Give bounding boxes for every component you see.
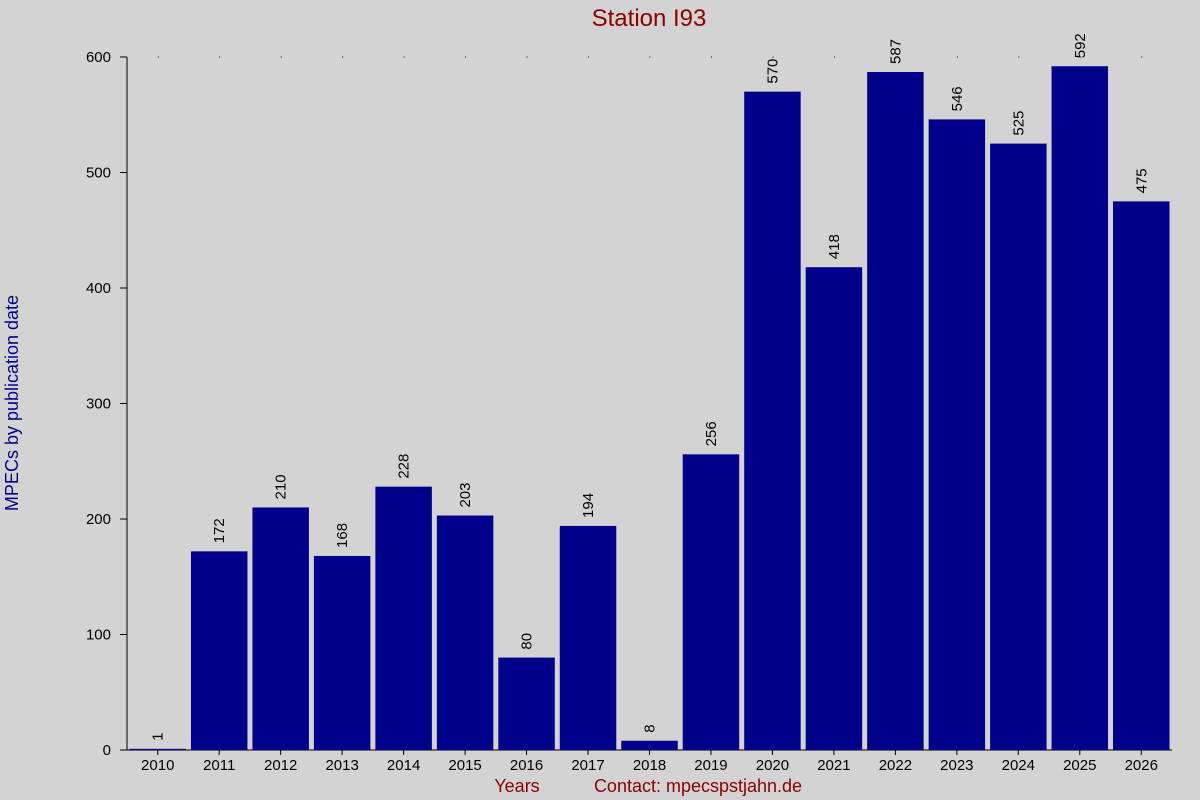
bar (990, 143, 1047, 750)
y-axis-title: MPECs by publication date (2, 295, 22, 511)
bar (252, 507, 309, 750)
data-label: 546 (949, 86, 966, 111)
y-tick-label: 400 (86, 280, 111, 297)
data-label: 203 (457, 483, 474, 508)
bar (805, 267, 863, 750)
x-tick-label: 2026 (1125, 757, 1158, 774)
x-tick-label: 2023 (940, 757, 973, 774)
x-tick-label: 2024 (1002, 757, 1035, 774)
bar (313, 555, 371, 750)
y-tick-label: 300 (86, 396, 111, 413)
x-tick-label: 2013 (325, 757, 358, 774)
data-label: 570 (764, 59, 781, 84)
data-label: 210 (273, 474, 290, 499)
y-tick-label: 200 (86, 511, 111, 528)
y-tick-label: 0 (103, 742, 111, 759)
x-tick-label: 2016 (510, 757, 543, 774)
x-tick-label: 2018 (633, 757, 666, 774)
data-label: 1 (150, 733, 167, 741)
bar (129, 748, 186, 750)
y-tick-label: 600 (86, 49, 111, 66)
bar (682, 454, 740, 750)
x-tick-label: 2025 (1063, 757, 1096, 774)
data-label: 80 (519, 633, 536, 650)
x-tick-label: 2012 (264, 757, 297, 774)
data-label: 168 (334, 523, 351, 548)
x-tick-label: 2010 (141, 757, 174, 774)
x-tick-label: 2020 (756, 757, 789, 774)
bar (621, 740, 678, 750)
data-label: 587 (887, 39, 904, 64)
data-label: 418 (826, 234, 843, 259)
contact-label: Contact: mpecspstjahn.de (594, 776, 802, 796)
bar (190, 551, 248, 750)
x-tick-label: 2011 (203, 757, 235, 774)
bar (498, 657, 555, 750)
x-tick-label: 2017 (571, 757, 604, 774)
y-tick-label: 100 (86, 627, 111, 644)
bar (867, 72, 924, 750)
bar (1113, 201, 1170, 750)
data-label: 256 (703, 421, 720, 446)
data-label: 475 (1133, 168, 1150, 193)
x-tick-label: 2014 (387, 757, 420, 774)
x-tick-label: 2022 (879, 757, 912, 774)
data-label: 172 (211, 518, 228, 543)
bar (436, 515, 494, 750)
x-axis-title: Years (494, 776, 539, 796)
bar (559, 525, 617, 750)
chart-title: Station I93 (592, 5, 707, 32)
x-tick-label: 2021 (817, 757, 850, 774)
y-tick-label: 500 (86, 165, 111, 182)
bar (1051, 66, 1109, 751)
data-label: 194 (580, 493, 597, 518)
data-label: 228 (396, 454, 413, 479)
plot-area: 0 100 200 300 400 500 600 2010 1 2011 172 2012 210 20… (86, 33, 1172, 774)
bar (928, 119, 986, 751)
data-label: 8 (642, 724, 659, 732)
x-tick-label: 2019 (694, 757, 727, 774)
bar (744, 91, 801, 750)
data-label: 592 (1072, 33, 1089, 58)
data-label: 525 (1010, 111, 1027, 136)
x-tick-label: 2015 (448, 757, 481, 774)
bar (375, 486, 432, 750)
